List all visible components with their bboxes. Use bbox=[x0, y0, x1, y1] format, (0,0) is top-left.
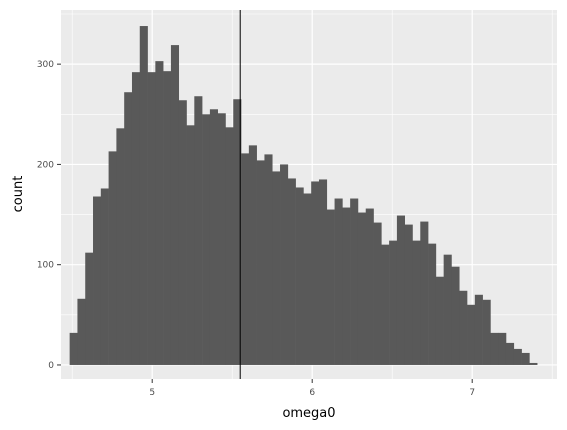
histogram-bar bbox=[513, 348, 522, 365]
histogram-bar bbox=[124, 92, 133, 365]
histogram-bar bbox=[139, 26, 148, 365]
histogram-bar bbox=[272, 171, 281, 365]
histogram-bar bbox=[326, 209, 335, 365]
histogram-bar bbox=[373, 222, 382, 365]
histogram-bar bbox=[248, 145, 257, 365]
histogram-bar bbox=[108, 151, 117, 365]
x-tick-label: 7 bbox=[469, 388, 475, 398]
histogram-bar bbox=[295, 187, 304, 365]
histogram-bar bbox=[280, 164, 289, 365]
histogram-bar bbox=[178, 100, 187, 365]
histogram-bar bbox=[412, 240, 421, 365]
x-axis-title: omega0 bbox=[282, 406, 335, 421]
histogram-bar bbox=[357, 212, 367, 365]
histogram-bar bbox=[163, 71, 172, 365]
histogram-bar bbox=[69, 332, 78, 365]
histogram-bar bbox=[202, 114, 211, 365]
histogram-bar bbox=[100, 188, 109, 365]
histogram-bar bbox=[505, 342, 515, 365]
histogram-bars bbox=[69, 26, 538, 365]
histogram-bar bbox=[396, 215, 405, 365]
histogram-bar bbox=[365, 208, 374, 365]
histogram-bar bbox=[93, 196, 102, 365]
histogram-bar bbox=[451, 266, 460, 365]
histogram-bar bbox=[233, 99, 242, 365]
histogram-bar bbox=[428, 243, 437, 365]
histogram-bar bbox=[194, 96, 203, 365]
histogram-bar bbox=[334, 198, 343, 365]
histogram-bar bbox=[85, 252, 94, 365]
histogram-bar bbox=[389, 240, 398, 365]
histogram-bar bbox=[264, 154, 273, 365]
histogram-bar bbox=[131, 72, 141, 365]
histogram-bar bbox=[435, 276, 444, 365]
histogram-bar bbox=[318, 179, 328, 365]
histogram-bar bbox=[186, 125, 195, 365]
histogram-bar bbox=[209, 109, 218, 365]
histogram-bar bbox=[474, 294, 483, 365]
histogram-bar bbox=[529, 362, 538, 365]
histogram-bar bbox=[170, 45, 180, 365]
histogram-bar bbox=[303, 193, 312, 365]
histogram-bar bbox=[467, 304, 476, 365]
histogram-bar bbox=[116, 128, 125, 365]
histogram-bar bbox=[155, 61, 164, 365]
histogram-bar bbox=[443, 254, 452, 365]
x-tick-label: 5 bbox=[149, 388, 155, 398]
histogram-bar bbox=[490, 332, 499, 365]
histogram-bar bbox=[287, 178, 296, 365]
histogram-bar bbox=[482, 299, 491, 365]
histogram-bar bbox=[420, 221, 429, 365]
histogram-bar bbox=[241, 153, 250, 365]
y-tick-label: 200 bbox=[37, 160, 54, 170]
histogram-bar bbox=[521, 352, 530, 365]
histogram-bar bbox=[225, 127, 234, 365]
x-axis-ticks: 5 6 7 bbox=[149, 379, 475, 398]
x-tick-label: 6 bbox=[309, 388, 315, 398]
histogram-bar bbox=[342, 207, 351, 365]
y-axis-title: count bbox=[11, 176, 26, 213]
y-axis-ticks: 0 100 200 300 bbox=[37, 60, 61, 371]
histogram-bar bbox=[404, 224, 413, 365]
histogram-bar bbox=[217, 113, 226, 365]
histogram-bar bbox=[311, 181, 320, 365]
y-tick-label: 100 bbox=[37, 261, 54, 271]
histogram-bar bbox=[350, 198, 359, 365]
histogram-bar bbox=[498, 332, 507, 365]
histogram-bar bbox=[77, 298, 86, 365]
histogram-bar bbox=[147, 72, 156, 365]
y-tick-label: 0 bbox=[48, 361, 54, 371]
histogram-bar bbox=[459, 290, 468, 365]
y-tick-label: 300 bbox=[37, 60, 54, 70]
histogram-bar bbox=[381, 244, 390, 365]
histogram-bar bbox=[256, 160, 265, 365]
